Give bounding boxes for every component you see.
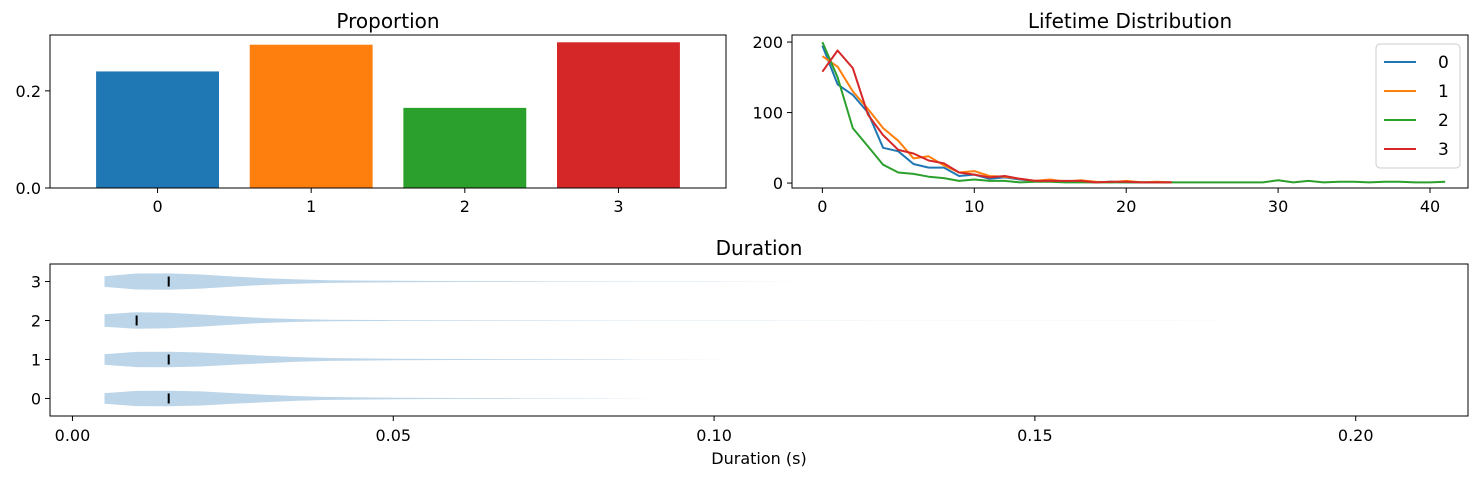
lifetime-series-3-line: [821, 49, 1172, 184]
duration-violin-chart: Duration 0.00 0.05 0.10 0.15 0.20 0 1 2 3 Durat…: [31, 236, 1469, 468]
proportion-x-ticks: 0 1 2 3: [152, 188, 624, 216]
violin-body-3: [104, 273, 811, 290]
lifetime-x-tick-label: 30: [1268, 197, 1288, 216]
duration-y-ticks: 0 1 2 3: [31, 273, 50, 408]
proportion-title: Proportion: [336, 9, 439, 33]
lifetime-x-tick-label: 0: [817, 197, 827, 216]
lifetime-y-tick-label: 100: [752, 104, 783, 123]
legend-label-0: 0: [1438, 53, 1449, 73]
proportion-y-ticks: 0.0 0.2: [16, 82, 50, 198]
proportion-x-tick-label: 0: [152, 197, 162, 216]
lifetime-y-tick-label: 200: [752, 33, 783, 52]
lifetime-x-tick-label: 40: [1420, 197, 1440, 216]
lifetime-axes-frame: [791, 34, 1469, 189]
legend-label-2: 2: [1438, 111, 1449, 131]
duration-x-tick-label: 0.10: [696, 426, 732, 445]
duration-y-tick-label: 1: [31, 350, 41, 369]
duration-x-axis-label: Duration (s): [711, 449, 806, 468]
violin-body-0: [104, 390, 663, 407]
lifetime-y-tick-label: 0: [773, 174, 783, 193]
duration-violins: [104, 273, 1388, 407]
proportion-y-tick-label: 0.0: [16, 179, 41, 198]
lifetime-series-2-line: [821, 41, 1446, 184]
proportion-bars: [96, 42, 680, 189]
lifetime-x-tick-label: 10: [964, 197, 984, 216]
proportion-bar-chart: Proportion 0 1 2 3 0.0 0.2: [16, 9, 727, 216]
duration-y-tick-label: 2: [31, 312, 41, 331]
duration-y-tick-label: 0: [31, 389, 41, 408]
proportion-y-tick-label: 0.2: [16, 82, 41, 101]
lifetime-legend: 0 1 2 3: [1375, 43, 1461, 169]
legend-label-3: 3: [1438, 140, 1449, 160]
lifetime-x-tick-label: 20: [1116, 197, 1136, 216]
duration-x-tick-label: 0.15: [1017, 426, 1053, 445]
violin-body-2: [104, 312, 1388, 329]
proportion-x-tick-label: 1: [306, 197, 316, 216]
proportion-bar-2: [403, 107, 527, 188]
legend-label-1: 1: [1438, 82, 1449, 102]
duration-x-tick-label: 0.00: [55, 426, 91, 445]
proportion-x-tick-label: 3: [613, 197, 623, 216]
lifetime-x-ticks: 0 10 20 30 40: [817, 188, 1440, 216]
duration-title: Duration: [716, 236, 803, 260]
duration-x-tick-label: 0.05: [375, 426, 411, 445]
violin-body-1: [104, 351, 747, 368]
legend-box: [1375, 43, 1461, 169]
proportion-bar-3: [557, 42, 680, 189]
lifetime-series-1-line: [821, 55, 1172, 184]
proportion-bar-0: [96, 71, 219, 188]
proportion-x-tick-label: 2: [460, 197, 470, 216]
duration-axes-frame: [49, 263, 1469, 417]
lifetime-y-ticks: 0 100 200: [752, 33, 792, 193]
duration-x-ticks: 0.00 0.05 0.10 0.15 0.20: [55, 416, 1374, 445]
lifetime-lines: [821, 41, 1446, 184]
proportion-bar-1: [249, 44, 373, 188]
duration-x-tick-label: 0.20: [1338, 426, 1374, 445]
lifetime-series-0-line: [821, 45, 1172, 184]
duration-y-tick-label: 3: [31, 273, 41, 292]
lifetime-title: Lifetime Distribution: [1028, 9, 1232, 33]
lifetime-line-chart: Lifetime Distribution 0 10 20 30 40 0100200 …: [752, 9, 1469, 216]
proportion-axes-frame: [49, 34, 727, 189]
